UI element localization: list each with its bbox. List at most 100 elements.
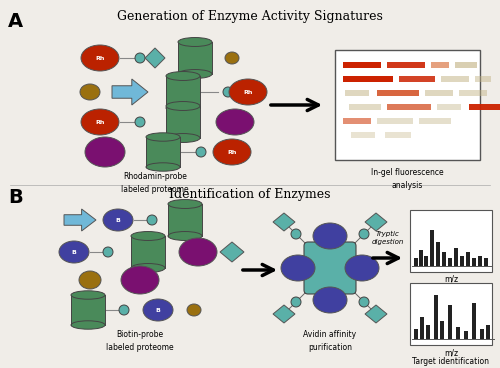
Ellipse shape bbox=[103, 247, 113, 257]
Bar bbox=[441, 76, 469, 82]
Bar bbox=[478, 256, 482, 266]
Bar bbox=[436, 242, 440, 266]
Text: Target identification
and quantitation: Target identification and quantitation bbox=[412, 357, 490, 368]
Ellipse shape bbox=[146, 163, 180, 171]
Bar bbox=[448, 258, 452, 266]
Ellipse shape bbox=[119, 305, 129, 315]
Text: m/z: m/z bbox=[444, 348, 458, 357]
Polygon shape bbox=[64, 209, 96, 231]
Ellipse shape bbox=[345, 255, 379, 281]
Text: Rh: Rh bbox=[96, 56, 104, 60]
Ellipse shape bbox=[143, 299, 173, 321]
Bar bbox=[71, 295, 105, 325]
Bar bbox=[385, 132, 411, 138]
Ellipse shape bbox=[103, 209, 133, 231]
Bar bbox=[456, 327, 460, 339]
Bar bbox=[472, 258, 476, 266]
Ellipse shape bbox=[166, 71, 200, 81]
Bar bbox=[469, 104, 500, 110]
Ellipse shape bbox=[166, 134, 200, 142]
Ellipse shape bbox=[59, 241, 89, 263]
Bar bbox=[486, 325, 490, 339]
Ellipse shape bbox=[71, 291, 105, 299]
Text: Avidin affinity
purification: Avidin affinity purification bbox=[304, 330, 356, 351]
Ellipse shape bbox=[223, 87, 233, 97]
Ellipse shape bbox=[166, 103, 200, 113]
Bar bbox=[387, 62, 425, 68]
Bar bbox=[426, 325, 430, 339]
Polygon shape bbox=[365, 213, 387, 231]
Ellipse shape bbox=[80, 84, 100, 100]
Ellipse shape bbox=[229, 79, 267, 105]
Bar bbox=[345, 90, 369, 96]
Bar bbox=[480, 329, 484, 339]
Ellipse shape bbox=[81, 45, 119, 71]
Ellipse shape bbox=[71, 321, 105, 329]
Ellipse shape bbox=[121, 266, 159, 294]
Bar bbox=[146, 137, 180, 167]
Ellipse shape bbox=[79, 271, 101, 289]
Bar bbox=[430, 230, 434, 266]
Bar bbox=[484, 258, 488, 266]
Polygon shape bbox=[145, 48, 165, 68]
Bar bbox=[442, 252, 446, 266]
Ellipse shape bbox=[225, 52, 239, 64]
Bar bbox=[349, 104, 381, 110]
Ellipse shape bbox=[178, 38, 212, 46]
Ellipse shape bbox=[281, 255, 315, 281]
Bar bbox=[459, 90, 487, 96]
Ellipse shape bbox=[187, 304, 201, 316]
Ellipse shape bbox=[291, 297, 301, 307]
Text: A: A bbox=[8, 12, 23, 31]
Ellipse shape bbox=[216, 109, 254, 135]
Bar bbox=[377, 118, 413, 124]
Text: Rh: Rh bbox=[228, 149, 236, 155]
Ellipse shape bbox=[131, 231, 165, 240]
Ellipse shape bbox=[135, 117, 145, 127]
Bar bbox=[166, 106, 200, 138]
Ellipse shape bbox=[313, 287, 347, 313]
Ellipse shape bbox=[85, 137, 125, 167]
Bar bbox=[454, 248, 458, 266]
Bar bbox=[466, 252, 470, 266]
Ellipse shape bbox=[178, 70, 212, 78]
Bar bbox=[414, 329, 418, 339]
Bar bbox=[343, 118, 371, 124]
Bar bbox=[166, 76, 200, 108]
Bar bbox=[410, 283, 492, 345]
Bar bbox=[455, 62, 477, 68]
Text: Tryptic
digestion: Tryptic digestion bbox=[372, 231, 404, 245]
Ellipse shape bbox=[359, 229, 369, 239]
Bar bbox=[343, 62, 381, 68]
Bar bbox=[377, 90, 419, 96]
Bar bbox=[420, 317, 424, 339]
Ellipse shape bbox=[81, 109, 119, 135]
Ellipse shape bbox=[146, 133, 180, 141]
Bar bbox=[131, 236, 165, 268]
Text: Rhodamin-probe
labeled proteome: Rhodamin-probe labeled proteome bbox=[121, 172, 189, 194]
Ellipse shape bbox=[135, 53, 145, 63]
Bar bbox=[434, 295, 438, 339]
Text: B: B bbox=[72, 250, 76, 255]
Bar bbox=[440, 321, 444, 339]
Ellipse shape bbox=[213, 139, 251, 165]
Bar bbox=[414, 258, 418, 266]
Bar bbox=[472, 303, 476, 339]
Ellipse shape bbox=[166, 102, 200, 110]
Bar bbox=[437, 104, 461, 110]
Bar bbox=[387, 104, 431, 110]
Text: B: B bbox=[116, 217, 120, 223]
Bar bbox=[424, 256, 428, 266]
Text: B: B bbox=[156, 308, 160, 312]
Ellipse shape bbox=[179, 238, 217, 266]
Bar bbox=[425, 90, 453, 96]
Text: Rh: Rh bbox=[244, 89, 252, 95]
Ellipse shape bbox=[291, 229, 301, 239]
Polygon shape bbox=[220, 242, 244, 262]
Bar bbox=[351, 132, 375, 138]
Text: Rh: Rh bbox=[96, 120, 104, 124]
Ellipse shape bbox=[168, 231, 202, 240]
Bar bbox=[399, 76, 435, 82]
Text: In-gel fluorescence
analysis: In-gel fluorescence analysis bbox=[370, 168, 444, 190]
Bar bbox=[431, 62, 449, 68]
